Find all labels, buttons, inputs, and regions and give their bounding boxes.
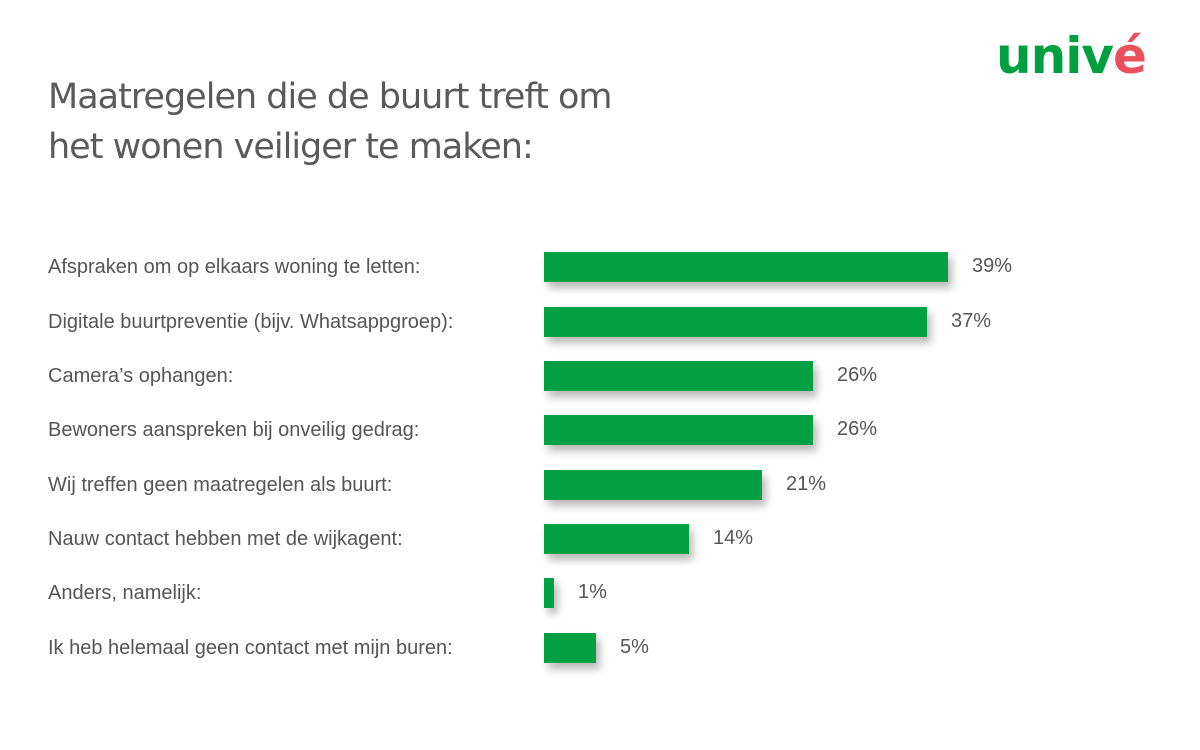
category-label: Nauw contact hebben met de wijkagent: bbox=[48, 528, 403, 550]
value-label: 21% bbox=[786, 473, 827, 495]
unive-logo: univé bbox=[996, 26, 1147, 86]
chart-row: Digitale buurtpreventie (bijv. Whatsappg… bbox=[0, 307, 1200, 337]
value-label: 14% bbox=[713, 527, 754, 549]
bar bbox=[544, 470, 762, 500]
value-label: 26% bbox=[837, 364, 878, 386]
category-label: Camera’s ophangen: bbox=[48, 365, 234, 387]
value-label: 37% bbox=[951, 310, 992, 332]
category-label: Ik heb helemaal geen contact met mijn bu… bbox=[48, 637, 453, 659]
chart-row: Afspraken om op elkaars woning te letten… bbox=[0, 252, 1200, 282]
category-label: Wij treffen geen maatregelen als buurt: bbox=[48, 474, 393, 496]
logo-text-red: é bbox=[1112, 27, 1147, 85]
logo-text-green: univ bbox=[996, 27, 1114, 85]
title-line-2: het wonen veiliger te maken: bbox=[48, 127, 534, 167]
category-label: Bewoners aanspreken bij onveilig gedrag: bbox=[48, 419, 420, 441]
bar bbox=[544, 415, 813, 445]
bar bbox=[544, 578, 554, 608]
chart-row: Anders, namelijk: 1% bbox=[0, 578, 1200, 608]
chart-row: Nauw contact hebben met de wijkagent: 14% bbox=[0, 524, 1200, 554]
value-label: 1% bbox=[578, 581, 607, 603]
chart-row: Ik heb helemaal geen contact met mijn bu… bbox=[0, 633, 1200, 663]
category-label: Anders, namelijk: bbox=[48, 582, 202, 604]
bar bbox=[544, 524, 689, 554]
category-label: Afspraken om op elkaars woning te letten… bbox=[48, 256, 421, 278]
title-line-1: Maatregelen die de buurt treft om bbox=[48, 77, 613, 117]
category-label: Digitale buurtpreventie (bijv. Whatsappg… bbox=[48, 311, 454, 333]
chart-row: Wij treffen geen maatregelen als buurt: 2… bbox=[0, 470, 1200, 500]
bar bbox=[544, 252, 948, 282]
chart-row: Bewoners aanspreken bij onveilig gedrag:… bbox=[0, 415, 1200, 445]
chart-title: Maatregelen die de buurt treft om het wo… bbox=[48, 72, 688, 172]
value-label: 5% bbox=[620, 636, 649, 658]
chart-row: Camera’s ophangen: 26% bbox=[0, 361, 1200, 391]
value-label: 26% bbox=[837, 418, 878, 440]
value-label: 39% bbox=[972, 255, 1013, 277]
bar bbox=[544, 361, 813, 391]
bar bbox=[544, 307, 927, 337]
bar bbox=[544, 633, 596, 663]
